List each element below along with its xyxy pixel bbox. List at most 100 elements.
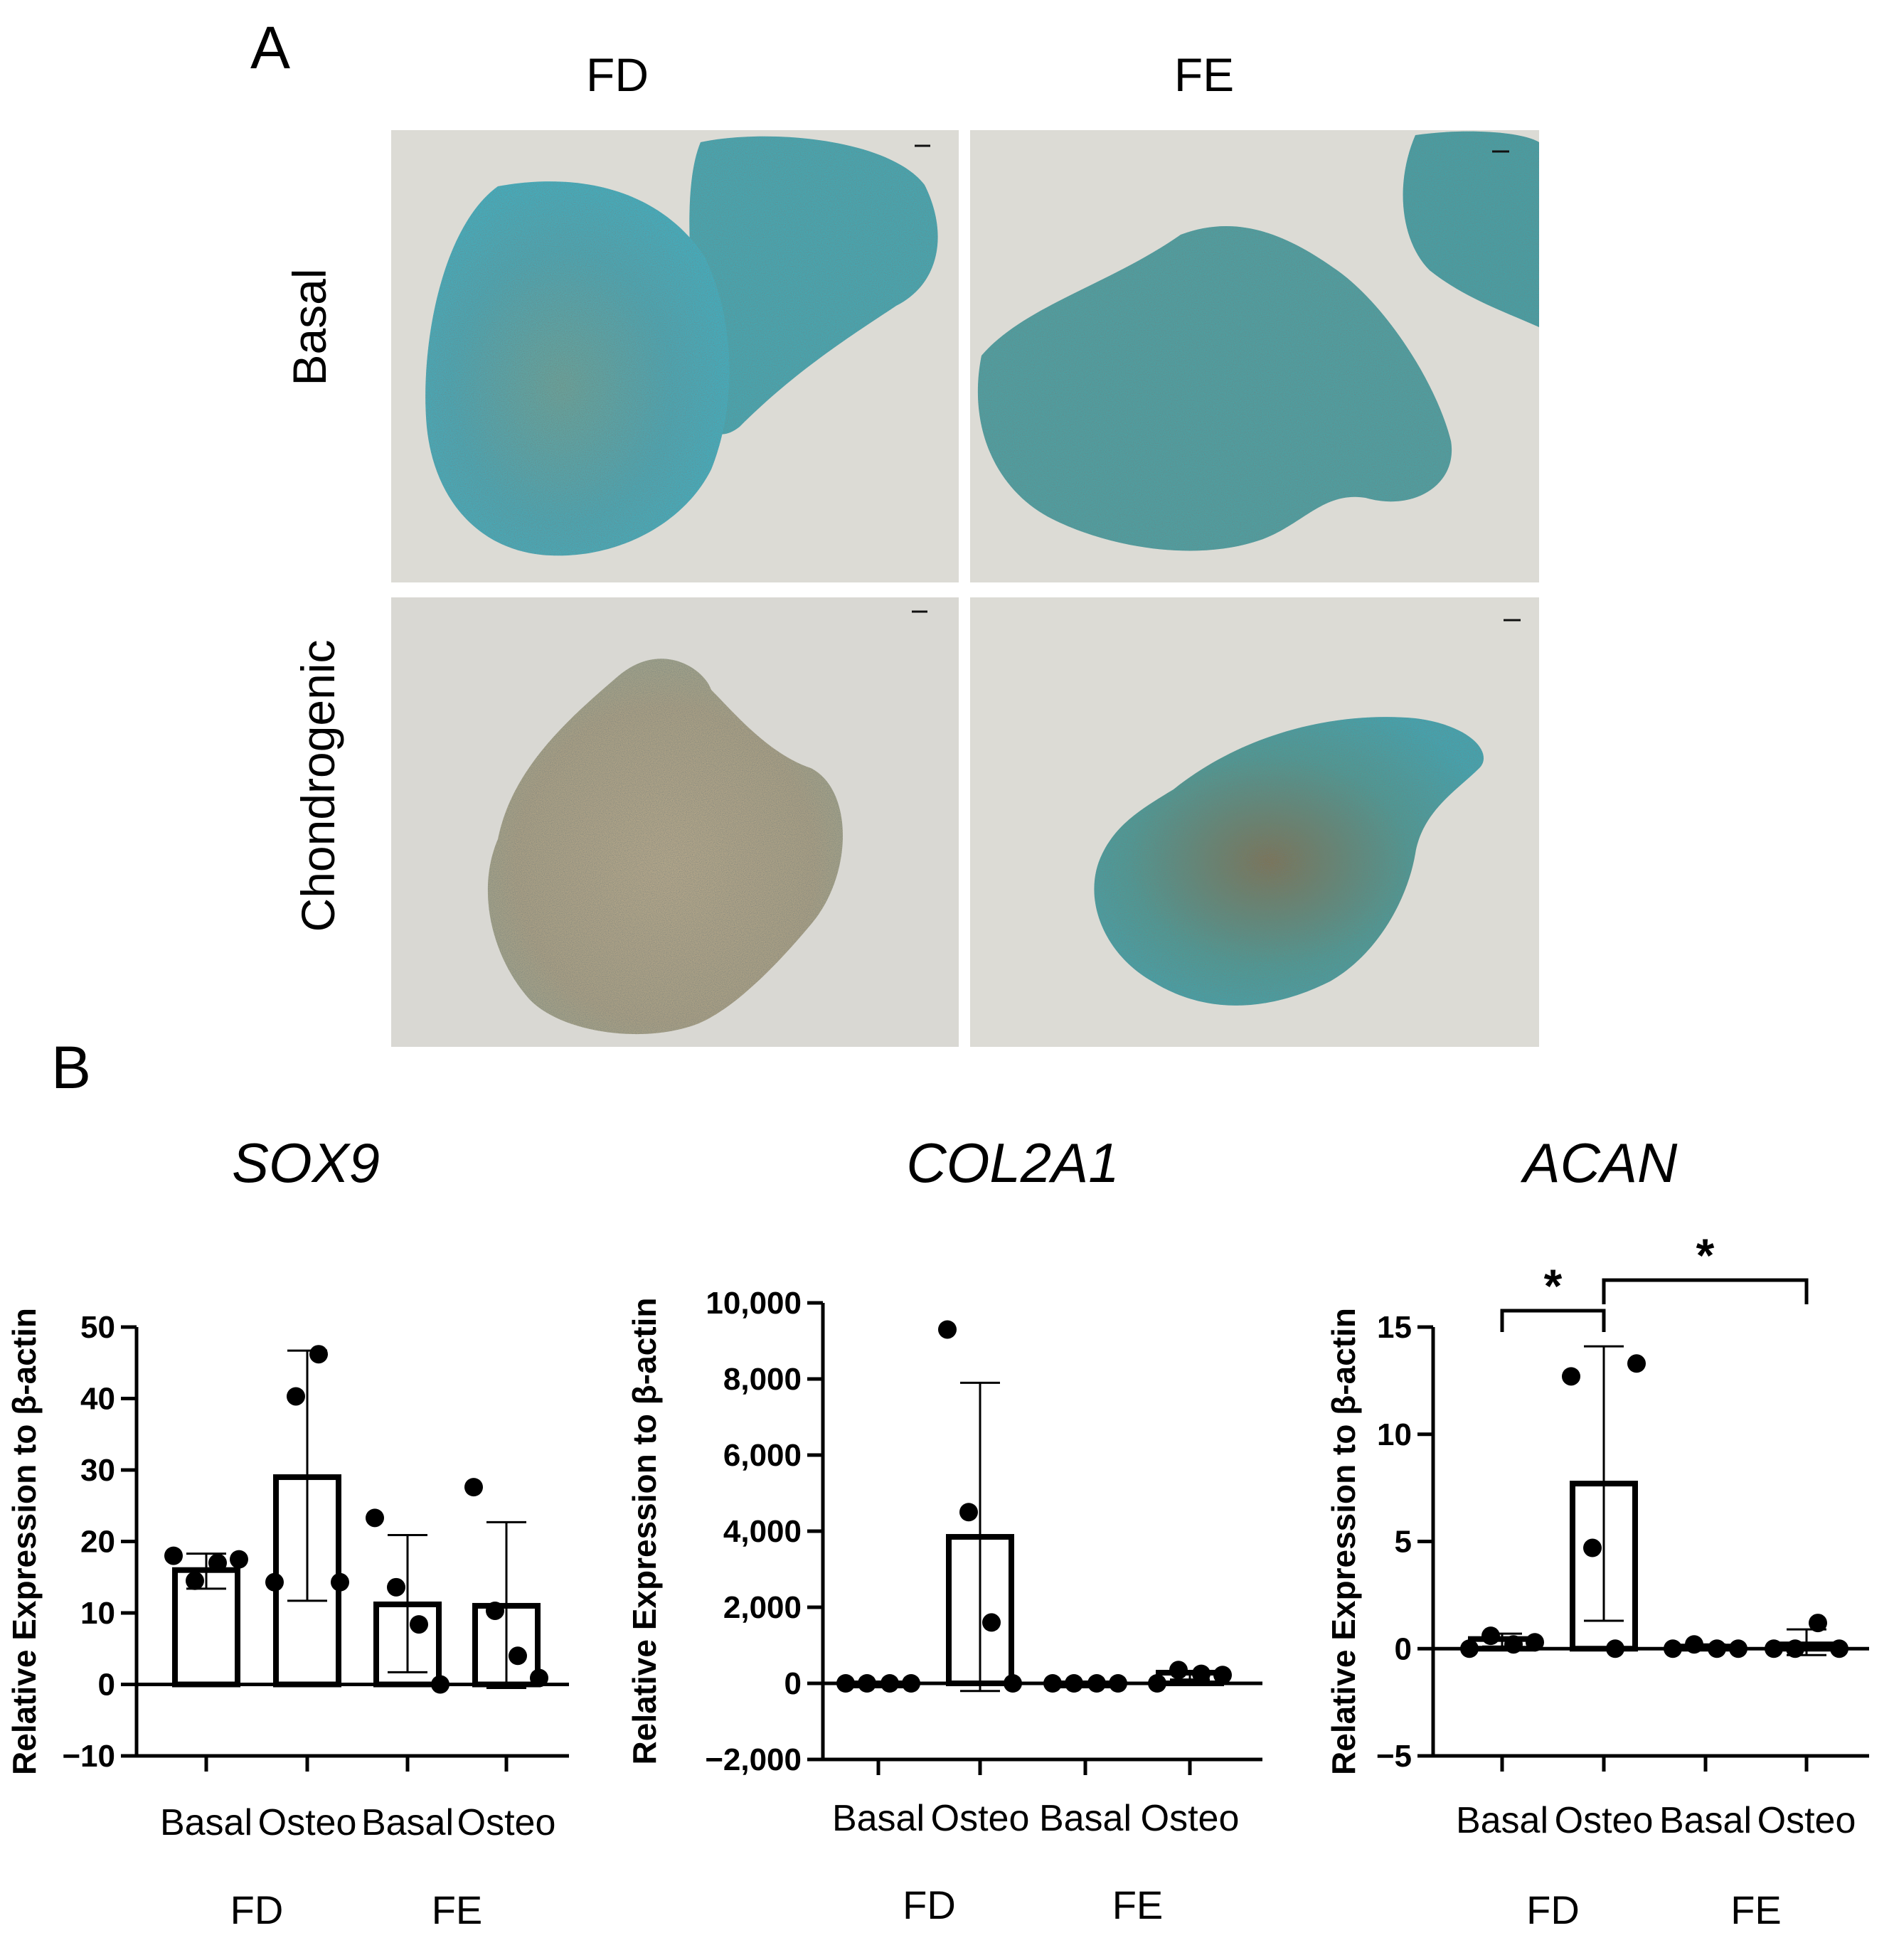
data-point [164, 1546, 183, 1565]
data-point [938, 1320, 957, 1339]
y-tick-label: 20 [80, 1525, 115, 1560]
x-tick-label: Osteo [1141, 1798, 1240, 1839]
y-tick-label: 2,000 [723, 1590, 802, 1625]
y-axis-label: Relative Expression to β-actin [626, 1298, 663, 1765]
bar [844, 1681, 913, 1688]
chart-sox9: SOX9 Relative Expression to β-actin −10 0 10… [6, 1131, 569, 1932]
data-point [431, 1675, 449, 1694]
y-tick-label: 5 [1395, 1525, 1412, 1560]
y-tick-label: −10 [62, 1739, 115, 1774]
y-tick-label: −5 [1376, 1739, 1412, 1774]
data-point [1830, 1639, 1848, 1658]
data-point [1708, 1639, 1726, 1658]
chart-title: SOX9 [232, 1131, 380, 1194]
x-tick-label: Osteo [457, 1802, 556, 1843]
y-tick-label: 6,000 [723, 1438, 802, 1473]
data-point [1583, 1538, 1602, 1557]
data-point [1685, 1635, 1703, 1654]
data-point [1765, 1639, 1783, 1658]
x-tick-label: Basal [361, 1802, 454, 1843]
y-tick-label: −2,000 [705, 1742, 802, 1777]
x-tick-label: Osteo [1555, 1800, 1654, 1841]
group-label: FE [432, 1887, 483, 1932]
y-axis-label: Relative Expression to β-actin [6, 1308, 43, 1775]
chart-col2a1: COL2A1 Relative Expression to β-actin −2,0… [626, 1131, 1262, 1927]
data-point [1004, 1674, 1022, 1693]
panel-b-label: B [51, 1034, 91, 1101]
group-label: FE [1112, 1882, 1164, 1927]
y-tick-label: 15 [1377, 1310, 1412, 1345]
data-point [1192, 1664, 1211, 1683]
micrograph-fe-basal [970, 130, 1539, 582]
x-tick-label: Basal [160, 1802, 252, 1843]
group-label: FD [1526, 1887, 1580, 1932]
micrograph-fe-chondrogenic [970, 597, 1539, 1047]
data-point [858, 1674, 876, 1693]
data-point [1481, 1626, 1500, 1646]
x-tick-label: Basal [1039, 1798, 1132, 1839]
data-point [230, 1550, 248, 1569]
data-point [881, 1674, 899, 1693]
data-point [1606, 1639, 1624, 1658]
data-point [208, 1553, 227, 1572]
data-point [186, 1571, 204, 1590]
y-tick-label: 0 [784, 1666, 802, 1701]
column-label-fd: FD [586, 48, 649, 101]
data-point [1526, 1633, 1544, 1652]
data-point [1460, 1639, 1479, 1658]
data-point [366, 1508, 384, 1528]
y-tick-label: 10 [1377, 1417, 1412, 1452]
x-tick-label: Basal [1659, 1800, 1752, 1841]
micrograph-fd-basal [391, 130, 959, 582]
y-tick-label: 4,000 [723, 1514, 802, 1549]
bar [1051, 1681, 1119, 1688]
x-tick-label: Osteo [258, 1802, 357, 1843]
significance-bracket [1602, 1278, 1809, 1304]
data-point [464, 1478, 483, 1497]
x-tick-label: Basal [1456, 1800, 1548, 1841]
group-label: FD [230, 1887, 284, 1932]
y-tick-label: 0 [98, 1668, 115, 1703]
significance-bracket [1500, 1309, 1606, 1332]
y-tick-label: 10 [80, 1596, 115, 1631]
data-point [902, 1674, 920, 1693]
data-point [1169, 1661, 1188, 1680]
data-point [509, 1646, 527, 1666]
data-point [1809, 1614, 1827, 1633]
chart-title: COL2A1 [906, 1131, 1119, 1194]
row-label-chondrogenic: Chondrogenic [292, 640, 344, 932]
data-point [1148, 1674, 1166, 1693]
x-tick-label: Basal [832, 1798, 925, 1839]
significance-marker: * [1544, 1259, 1563, 1312]
data-point [1043, 1674, 1062, 1693]
data-point [1664, 1639, 1682, 1658]
y-tick-label: 8,000 [723, 1362, 802, 1397]
data-point [410, 1615, 428, 1634]
group-label: FE [1730, 1887, 1782, 1932]
data-point [530, 1668, 548, 1688]
column-label-fe: FE [1174, 48, 1234, 101]
y-tick-label: 30 [80, 1453, 115, 1488]
data-point [1729, 1639, 1747, 1658]
y-tick-label: 50 [80, 1310, 115, 1345]
panel-a-label: A [250, 14, 290, 81]
x-tick-label: Osteo [931, 1798, 1030, 1839]
data-point [1109, 1674, 1127, 1693]
data-point [287, 1387, 305, 1406]
data-point [265, 1572, 284, 1592]
data-point [1627, 1354, 1646, 1373]
data-point [1065, 1674, 1083, 1693]
data-point [982, 1613, 1001, 1632]
y-tick-label: 40 [80, 1382, 115, 1417]
significance-marker: * [1696, 1229, 1715, 1282]
y-tick-label: 0 [1395, 1631, 1412, 1666]
y-axis-label: Relative Expression to β-actin [1325, 1308, 1362, 1775]
data-point [1504, 1635, 1523, 1654]
micrograph-fd-chondrogenic [391, 597, 959, 1047]
data-point [836, 1674, 855, 1693]
data-point [486, 1601, 504, 1620]
data-point [1213, 1666, 1232, 1685]
data-point [1786, 1639, 1804, 1658]
data-point [309, 1345, 328, 1364]
